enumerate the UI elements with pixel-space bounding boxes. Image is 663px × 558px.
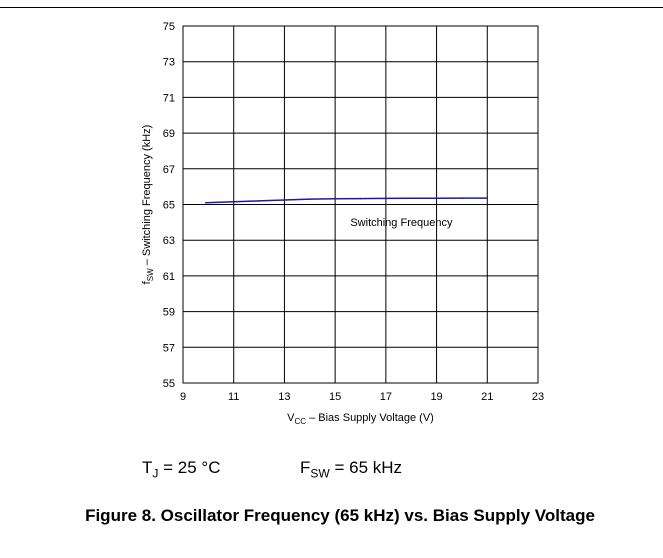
y-label-main: f (141, 280, 153, 284)
x-axis-label: VCC – Bias Supply Voltage (V) (287, 412, 434, 426)
fsw-main: F (300, 458, 311, 477)
tj-sub: J (152, 466, 159, 481)
y-label-rest: – Switching Frequency (kHz) (141, 125, 153, 269)
series-point (461, 197, 463, 199)
x-tick-labels: 9 11 13 15 17 19 21 23 (180, 391, 544, 403)
y-tick-labels: 55 57 59 61 63 65 67 69 71 73 75 (163, 21, 175, 390)
tj-rest: = 25 °C (158, 458, 221, 477)
series-point (486, 197, 489, 199)
series-point (205, 201, 207, 204)
x-tick-label: 9 (180, 391, 186, 403)
x-label-main: V (287, 412, 295, 424)
fsw-rest: = 65 kHz (329, 458, 403, 477)
y-tick-label: 59 (163, 307, 175, 319)
series-annotation: Switching Frequency (350, 217, 453, 229)
x-label-sub: CC (294, 417, 306, 426)
x-tick-label: 21 (481, 391, 493, 403)
series-points (205, 197, 489, 204)
series-point (435, 197, 438, 200)
y-tick-label: 65 (163, 200, 175, 212)
chart-grid (182, 25, 539, 384)
switching-freq-condition: FSW = 65 kHz (300, 458, 402, 480)
y-tick-label: 69 (163, 128, 175, 140)
series-point (359, 197, 362, 200)
x-tick-label: 17 (380, 391, 392, 403)
junction-temp-condition: TJ = 25 °C (142, 458, 220, 480)
plot-frame (182, 25, 539, 384)
x-label-rest: – Bias Supply Voltage (V) (306, 412, 434, 424)
y-tick-label: 71 (163, 92, 175, 104)
y-tick-label: 67 (163, 164, 175, 176)
x-tick-label: 23 (532, 391, 544, 403)
y-tick-label: 75 (163, 21, 175, 33)
y-label-sub: SW (146, 268, 155, 281)
x-tick-label: 11 (228, 391, 239, 403)
tj-main: T (142, 458, 153, 477)
y-tick-label: 55 (163, 378, 175, 390)
series-point (410, 197, 413, 200)
y-axis-label: fSW – Switching Frequency (kHz) (141, 125, 155, 285)
frequency-chart: 9 11 13 15 17 19 21 23 55 57 59 61 63 65 67 69 71 73 75 S… (141, 21, 544, 426)
y-tick-label: 63 (163, 235, 175, 247)
series-line-switching-frequency (205, 197, 488, 204)
series-point (334, 197, 336, 200)
top-rule (0, 7, 663, 8)
x-tick-label: 15 (329, 391, 341, 403)
figure-caption: Figure 8. Oscillator Frequency (65 kHz) … (85, 506, 595, 525)
y-tick-label: 61 (163, 271, 175, 283)
series-point (283, 199, 286, 201)
x-tick-label: 13 (278, 391, 290, 403)
fsw-sub: SW (310, 466, 330, 481)
y-tick-label: 73 (163, 57, 175, 69)
series-point (385, 197, 387, 200)
series-point (308, 198, 311, 200)
y-tick-label: 57 (163, 342, 175, 354)
series-point (258, 200, 260, 202)
series-point (232, 201, 235, 203)
x-tick-label: 19 (430, 391, 442, 403)
